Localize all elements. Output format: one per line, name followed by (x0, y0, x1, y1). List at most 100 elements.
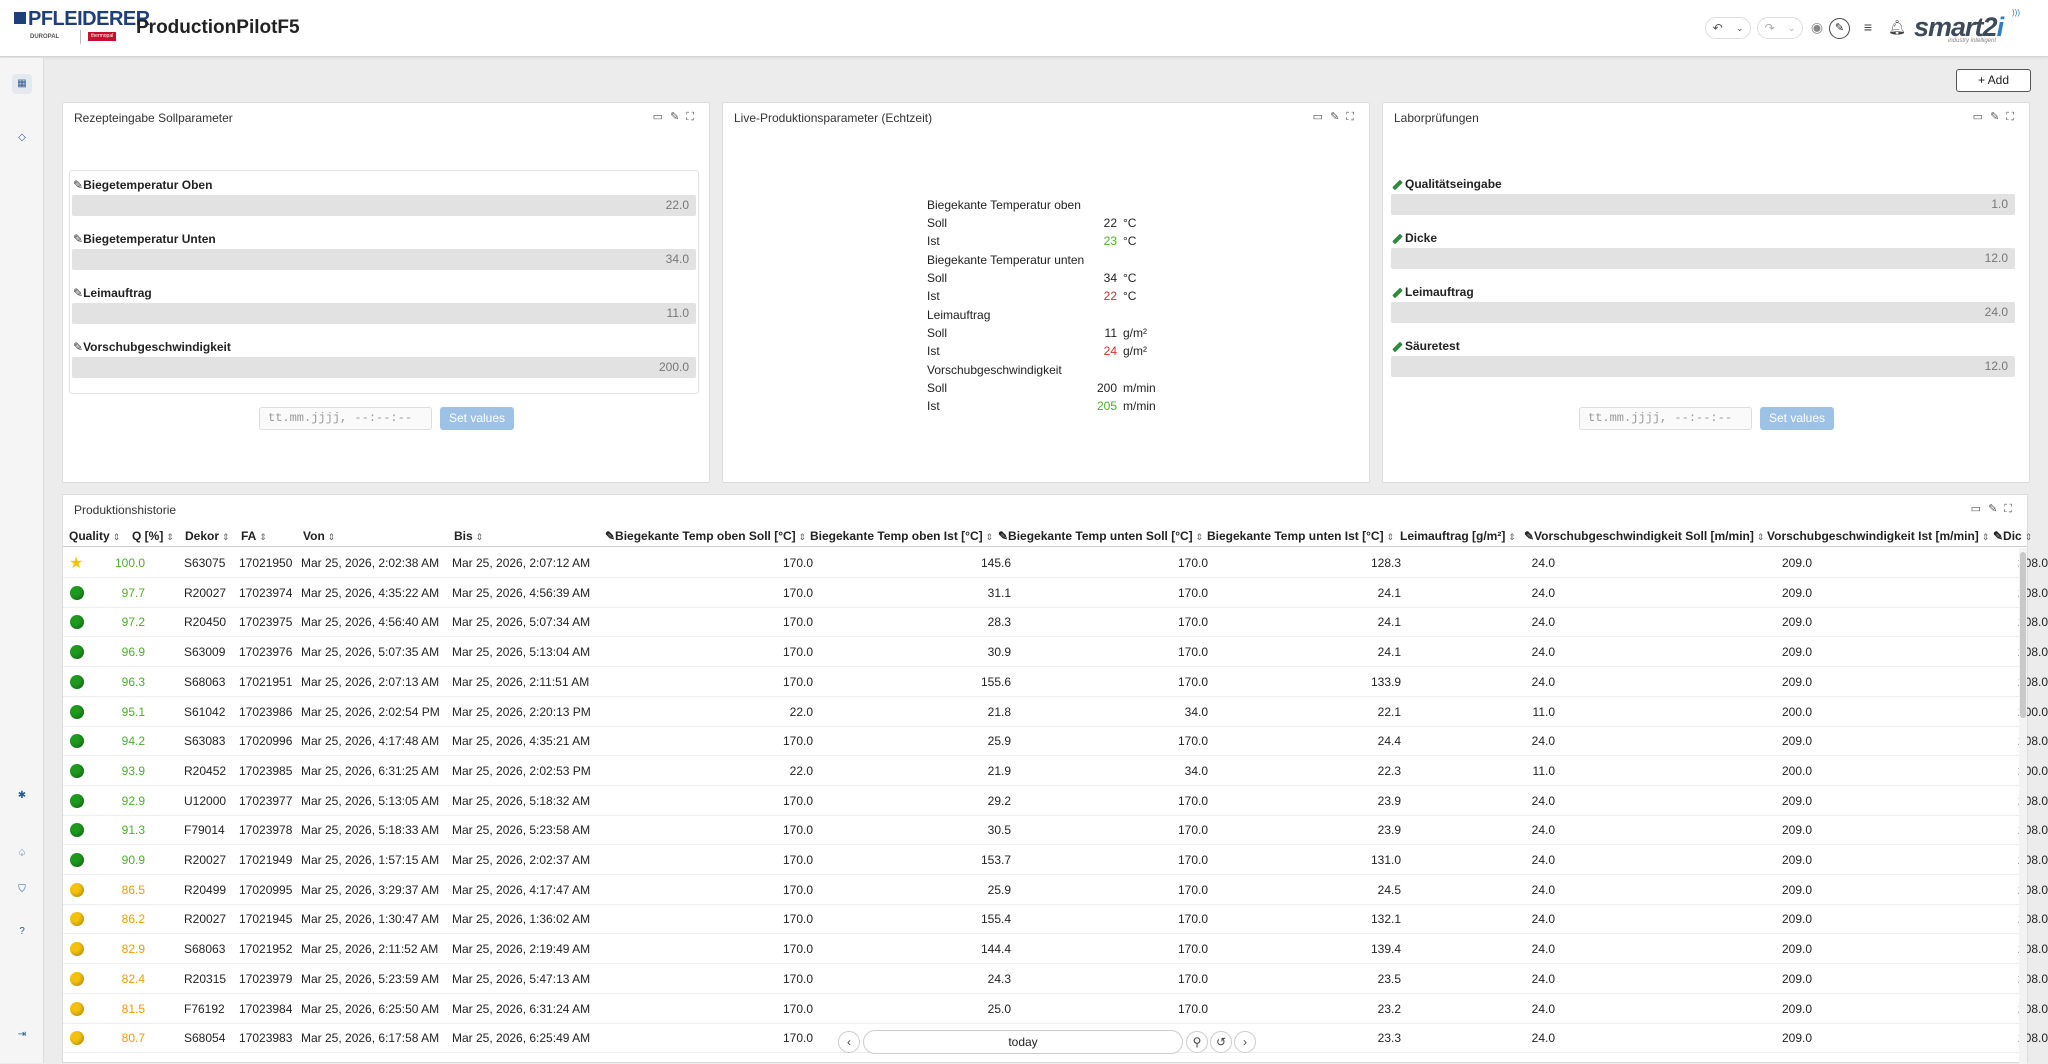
panel-actions: ▭✎⛶ (1971, 502, 2019, 516)
vorschubgeschwindigkeit-input[interactable]: 200.0 (72, 357, 696, 378)
dicke-input[interactable]: 12.0 (1391, 248, 2015, 269)
col-bis[interactable]: Bis (454, 529, 594, 543)
set-values-button[interactable]: Set values (1760, 407, 1834, 430)
table-row[interactable]: 91.3 F79014 17023978 Mar 25, 2026, 5:18:33 … (63, 815, 2048, 846)
fullscreen-icon[interactable]: ⛶ (2004, 503, 2019, 515)
temp-oben-soll-cell: 170.0 (782, 1001, 813, 1016)
vertical-scrollbar[interactable] (2019, 548, 2027, 1064)
table-row[interactable]: 82.4 R20315 17023979 Mar 25, 2026, 5:23:59 … (63, 964, 2048, 994)
bell-icon[interactable]: ♤ (17, 848, 27, 859)
leimauftrag-lab-input[interactable]: 24.0 (1391, 302, 2015, 323)
biegetemperatur-unten-input[interactable]: 34.0 (72, 249, 696, 270)
chevron-down-icon[interactable]: ⌄ (1787, 22, 1796, 33)
pfleiderer-logo[interactable]: PFLEIDERER DUROPAL thermopal (14, 8, 150, 44)
green-status-dot (70, 853, 84, 867)
recipe-panel: Rezepteingabe Sollparameter ▭✎⛶ ✎Biegete… (62, 102, 710, 483)
vorschub-soll-cell: 209.0 (1781, 615, 1812, 630)
edit-mode-button[interactable]: ✎ (1829, 18, 1850, 39)
table-row[interactable]: 97.7 R20027 17023974 Mar 25, 2026, 4:35:22 … (63, 578, 2048, 608)
table-row[interactable]: ★ 100.0 S63075 17021950 Mar 25, 2026, 2:02:3… (63, 548, 2048, 578)
q-percent-cell: 80.7 (121, 1031, 145, 1046)
col-temp-unten-soll[interactable]: ✎Biegekante Temp unten Soll [°C] (998, 529, 1203, 543)
redo-group[interactable]: ↷ ⌄ (1757, 17, 1803, 39)
table-row[interactable]: 97.2 R20450 17023975 Mar 25, 2026, 4:56:40 … (63, 607, 2048, 638)
pencil-icon[interactable]: ✎ (1988, 503, 2005, 515)
previous-button[interactable]: ‹ (838, 1031, 860, 1053)
bis-cell: Mar 25, 2026, 2:02:37 AM (452, 853, 591, 867)
fullscreen-icon[interactable]: ⛶ (686, 111, 701, 123)
table-row[interactable]: 92.9 U12000 17023977 Mar 25, 2026, 5:13:05 … (63, 786, 2048, 816)
bis-cell: Mar 25, 2026, 2:11:51 AM (452, 674, 590, 689)
next-button[interactable]: › (1234, 1031, 1256, 1053)
temp-unten-soll-cell: 170.0 (1177, 585, 1208, 600)
chevron-down-icon[interactable]: ⌄ (1735, 22, 1744, 33)
redo-icon[interactable]: ↷ (1764, 21, 1775, 35)
date-time-input[interactable]: tt.mm.jjjj, --:--:-- (1579, 407, 1752, 430)
leimauftrag-input[interactable]: 11.0 (72, 303, 696, 324)
table-row[interactable]: 86.2 R20027 17021945 Mar 25, 2026, 1:30:47 … (63, 904, 2048, 935)
temp-oben-ist-cell: 144.4 (980, 942, 1011, 957)
undo-group[interactable]: ↶ ⌄ (1705, 17, 1751, 39)
today-button[interactable]: today (863, 1030, 1183, 1054)
live-parameters-panel: Live-Produktionsparameter (Echtzeit) ▭✎⛶… (722, 102, 1370, 483)
table-row[interactable]: 95.1 S61042 17023986 Mar 25, 2026, 2:02:54 … (63, 697, 2048, 727)
col-temp-oben-ist[interactable]: Biegekante Temp oben Ist [°C] (810, 529, 993, 543)
vorschub-soll-cell: 209.0 (1781, 853, 1812, 867)
help-icon[interactable]: ? (19, 926, 25, 937)
col-temp-oben-soll[interactable]: ✎Biegekante Temp oben Soll [°C] (605, 529, 806, 543)
live-group-name: Leimauftrag (927, 308, 991, 322)
table-row[interactable]: 94.2 S63083 17020996 Mar 25, 2026, 4:17:48 … (63, 726, 2048, 757)
col-von[interactable]: Von (303, 529, 443, 543)
menu-icon[interactable]: ≡ (1863, 19, 1873, 35)
bis-cell: Mar 25, 2026, 1:36:02 AM (452, 912, 591, 927)
table-row[interactable]: 96.9 S63009 17023976 Mar 25, 2026, 5:07:35 … (63, 637, 2048, 668)
fullscreen-icon[interactable]: ⛶ (1346, 111, 1361, 123)
col-vorschub-ist[interactable]: Vorschubgeschwindigkeit Ist [m/min] (1767, 529, 1989, 543)
col-dicke[interactable]: ✎Dic (1993, 529, 2032, 543)
history-icon[interactable]: ↺ (1210, 1031, 1232, 1053)
camera-icon[interactable]: ▭ (652, 111, 671, 123)
table-row[interactable]: 96.3 S68063 17021951 Mar 25, 2026, 2:07:13 … (63, 667, 2048, 697)
dekor-cell: R20450 (184, 615, 227, 630)
set-values-button[interactable]: Set values (440, 407, 514, 430)
col-q-percent[interactable]: Q [%] (132, 529, 174, 543)
date-time-input[interactable]: tt.mm.jjjj, --:--:-- (259, 407, 432, 430)
gear-icon[interactable]: ✱ (17, 790, 27, 801)
pencil-icon[interactable]: ✎ (1330, 111, 1347, 123)
dashboard-icon[interactable]: ▦ (12, 74, 32, 94)
camera-icon[interactable]: ▭ (1312, 111, 1331, 123)
scrollbar-thumb[interactable] (2020, 552, 2026, 718)
saeuretest-input[interactable]: 12.0 (1391, 356, 2015, 377)
leimauftrag-cell: 24.0 (1531, 853, 1555, 867)
eye-icon[interactable]: ◉ (1810, 19, 1824, 35)
biegetemperatur-oben-input[interactable]: 22.0 (72, 195, 696, 216)
col-vorschub-soll[interactable]: ✎Vorschubgeschwindigkeit Soll [m/min] (1524, 529, 1764, 543)
tag-icon[interactable]: ◇ (18, 132, 26, 143)
shield-icon[interactable]: ⛉ (18, 884, 26, 895)
pencil-icon[interactable]: ✎ (1990, 111, 2007, 123)
bell-icon[interactable]: 🔔︎ (1888, 19, 1906, 35)
bis-cell: Mar 25, 2026, 2:02:53 PM (452, 763, 591, 778)
col-dekor[interactable]: Dekor (185, 529, 230, 543)
camera-icon[interactable]: ▭ (1972, 111, 1991, 123)
pencil-icon[interactable]: ✎ (670, 111, 687, 123)
fullscreen-icon[interactable]: ⛶ (2006, 111, 2021, 123)
camera-icon[interactable]: ▭ (1970, 503, 1989, 515)
table-row[interactable]: 90.9 R20027 17021949 Mar 25, 2026, 1:57:15 … (63, 845, 2048, 875)
qualitaetseingabe-input[interactable]: 1.0 (1391, 194, 2015, 215)
logout-icon[interactable]: ⇥ (17, 1029, 27, 1040)
table-row[interactable]: 81.5 F76192 17023984 Mar 25, 2026, 6:25:50 … (63, 994, 2048, 1024)
temp-oben-soll-cell: 170.0 (782, 674, 813, 689)
add-button[interactable]: + Add (1956, 69, 2031, 92)
undo-icon[interactable]: ↶ (1712, 21, 1723, 35)
col-temp-unten-ist[interactable]: Biegekante Temp unten Ist [°C] (1207, 529, 1394, 543)
table-row[interactable]: 86.5 R20499 17020995 Mar 25, 2026, 3:29:37 … (63, 875, 2048, 905)
col-quality[interactable]: Quality (69, 529, 120, 543)
table-row[interactable]: 93.9 R20452 17023985 Mar 25, 2026, 6:31:25 … (63, 756, 2048, 786)
col-fa[interactable]: FA (241, 529, 267, 543)
table-row[interactable]: 82.9 S68063 17021952 Mar 25, 2026, 2:11:52 … (63, 934, 2048, 965)
col-leimauftrag[interactable]: Leimauftrag [g/m²] (1400, 529, 1516, 543)
vorschub-soll-cell: 200.0 (1781, 763, 1812, 778)
person-icon[interactable]: ⚲ (1186, 1031, 1208, 1053)
temp-unten-ist-cell: 24.1 (1377, 585, 1401, 600)
